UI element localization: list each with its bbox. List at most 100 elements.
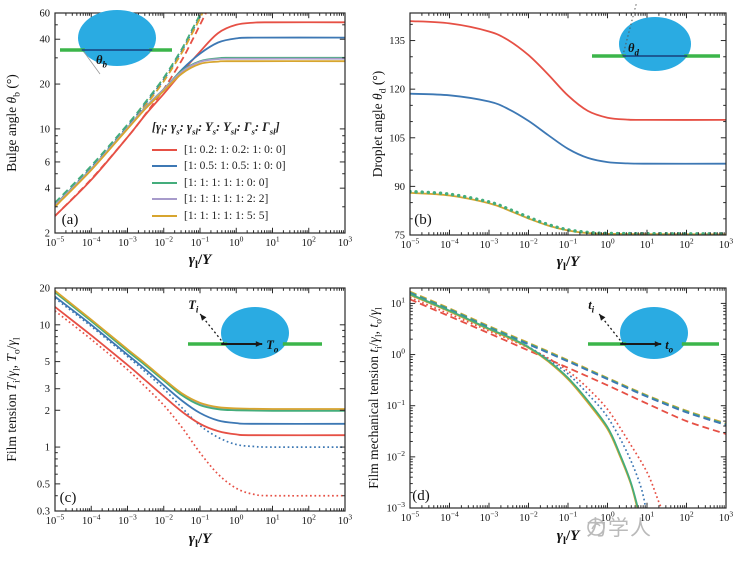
x-tick-label: 10−1: [559, 237, 578, 251]
series-Ti-red-dotted: [55, 310, 345, 497]
x-tick-label: 10−5: [401, 237, 420, 251]
y-tick-label: 6: [45, 157, 50, 168]
x-tick-label: 101: [640, 510, 655, 524]
x-tick-label: 10−4: [440, 237, 459, 251]
legend-item-label: [1: 1: 1: 1: 1: 0: 0]: [184, 176, 269, 189]
x-axis-label: γl/Y: [189, 252, 213, 271]
axes: [54, 287, 346, 512]
y-tick-label: 10−3: [386, 500, 405, 514]
x-tick-label: 10−2: [519, 510, 538, 524]
panel-label: (c): [60, 490, 77, 506]
series-group: [410, 20, 726, 235]
x-tick-label: 10−3: [480, 237, 499, 251]
series-to-blue-dotted: [410, 294, 647, 508]
inset-tension-o-label: To: [266, 338, 279, 354]
x-tick-label: 101: [265, 235, 280, 249]
legend-line-sample: [152, 181, 177, 184]
series-ti-green-dashed: [410, 291, 726, 426]
x-tick-label: 10−4: [82, 513, 101, 527]
x-tick-label: 10−3: [118, 513, 137, 527]
series-group: [410, 290, 726, 508]
series-to-green-solid: [410, 293, 639, 508]
axes: [54, 12, 346, 234]
x-tick-label: 10−2: [154, 235, 173, 249]
inset-tension-o-label: to: [665, 338, 673, 354]
series-1:0.5:1:0.5:1:0:0: [410, 92, 726, 165]
y-tick-label: 135: [389, 36, 405, 47]
inset-droplet-diagram: [588, 307, 719, 359]
legend-item-purple: [1: 1: 1: 1: 1: 2: 2]: [146, 191, 286, 208]
inset-tension-i-label: Ti: [188, 298, 199, 314]
y-axis-label: Droplet angle θd (°): [370, 71, 389, 178]
x-tick-label: 10−5: [401, 510, 420, 524]
panel-d-mechanical-tension-chart: 10−5 10−4 10−3 10−2 10−1 100 101 102 103 10−3 10−2…: [366, 287, 733, 547]
x-tick-label: 100: [229, 513, 244, 527]
x-tick-label: 102: [302, 235, 317, 249]
y-tick-label: 10: [40, 320, 51, 331]
x-tick-label: 10−4: [82, 235, 101, 249]
x-tick-label: 101: [265, 513, 280, 527]
x-tick-label: 10−1: [191, 513, 210, 527]
y-axis-label: Bulge angle θb (°): [4, 74, 23, 172]
series-1:1:1:1:1:0:0: [410, 189, 726, 235]
legend-line-sample: [152, 165, 177, 168]
legend-item-label: [1: 0.2: 1: 0.2: 1: 0: 0]: [184, 143, 286, 156]
axes: [409, 287, 727, 509]
series-ti-red-dashed: [410, 298, 726, 435]
panel-label: (d): [412, 488, 430, 504]
x-tick-label: 10−3: [118, 235, 137, 249]
inset-tension-i-label: ti: [588, 298, 594, 314]
y-tick-label: 60: [40, 9, 51, 20]
inset-angle-label: θd: [628, 41, 640, 57]
legend-item-label: [1: 1: 1: 1: 1: 2: 2]: [184, 193, 269, 206]
legend-line-sample: [152, 148, 177, 151]
series-to-red-dotted: [410, 296, 663, 508]
legend-line-sample: [152, 198, 177, 201]
legend-item-blue: [1: 0.5: 1: 0.5: 1: 0: 0]: [146, 158, 286, 175]
panel-label: (a): [62, 212, 79, 228]
y-tick-label: 0.3: [37, 507, 50, 518]
series-1:1:1:1:1:5:5: [55, 60, 345, 208]
x-axis-label: γl/Y: [557, 254, 581, 273]
y-tick-label: 10−1: [386, 398, 405, 412]
legend: [γl: γs: γsl: Ys: Ysl: Γs: Γsl] [1: 0.2:…: [146, 120, 286, 224]
y-tick-label: 40: [40, 35, 51, 46]
x-tick-label: 102: [679, 510, 694, 524]
series-To-red-solid: [55, 306, 345, 437]
x-tick-label: 100: [600, 510, 615, 524]
y-tick-label: 1: [45, 443, 50, 454]
x-tick-label: 10−5: [46, 513, 65, 527]
series-To-green-solid: [55, 291, 345, 412]
y-tick-label: 3: [45, 384, 50, 395]
legend-header: [γl: γs: γsl: Ys: Ysl: Γs: Γsl]: [151, 120, 280, 137]
watermark: 力学人: [586, 512, 652, 542]
y-tick-label: 90: [395, 182, 406, 193]
y-tick-label: 10: [40, 124, 51, 135]
axes: [409, 12, 727, 236]
legend-item-yellow: [1: 1: 1: 1: 1: 5: 5]: [146, 208, 286, 225]
x-tick-label: 102: [302, 513, 317, 527]
y-tick-label: 20: [40, 80, 51, 91]
series-ti-blue-dashed: [410, 292, 726, 426]
x-axis-label: γl/Y: [557, 528, 581, 547]
x-tick-label: 102: [679, 237, 694, 251]
y-axis-label: Film mechanical tension ti/γl, to/γl: [366, 307, 385, 489]
y-tick-label: 100: [391, 347, 406, 361]
x-tick-label: 101: [640, 237, 655, 251]
series-1:0.2:1:0.2:1:0:0: [410, 20, 726, 121]
panel-a-bulge-angle-chart: 10−5 10−4 10−3 10−2 10−1 100 101 102 103 2 4 6 10 20 4…: [4, 9, 352, 271]
inset-droplet-diagram: [60, 10, 172, 75]
y-axis-label: Film tension Ti/γl, To/γl: [4, 337, 23, 462]
y-tick-label: 105: [389, 133, 405, 144]
panel-label: (b): [414, 212, 432, 228]
x-tick-label: 10−3: [480, 510, 499, 524]
y-tick-label: 0.5: [37, 479, 50, 490]
panel-b-droplet-angle-chart: 10−5 10−4 10−3 10−2 10−1 100 101 102 103 75 90 105 1…: [370, 1, 733, 273]
y-tick-label: 2: [45, 406, 50, 417]
x-tick-label: 10−1: [559, 510, 578, 524]
series-ti-yellow-dashed: [410, 290, 726, 425]
y-tick-label: 101: [391, 295, 406, 309]
y-tick-label: 20: [40, 284, 51, 295]
y-tick-label: 4: [45, 184, 51, 195]
x-tick-label: 10−2: [519, 237, 538, 251]
